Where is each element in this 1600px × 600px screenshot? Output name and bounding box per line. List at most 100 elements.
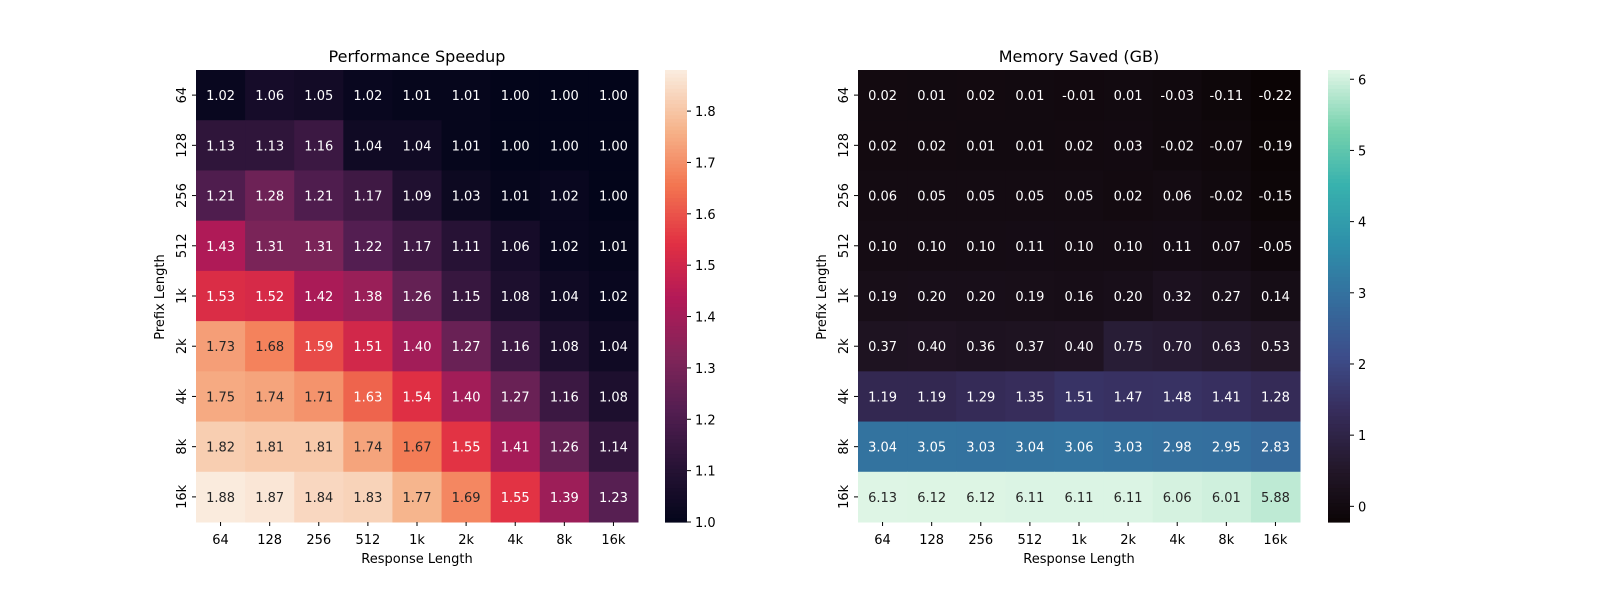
speedup-colorbar-tick-label: 1.1: [695, 465, 716, 480]
memory-cell-label: 6.06: [1163, 491, 1192, 506]
speedup-cell-label: 1.01: [599, 240, 628, 255]
speedup-colorbar-segment: [665, 149, 687, 154]
memory-colorbar-segment: [1328, 70, 1350, 75]
speedup-colorbar-segment: [665, 273, 687, 278]
memory-x-tick-label: 4k: [1169, 533, 1185, 548]
memory-colorbar-segment: [1328, 145, 1350, 150]
speedup-cell-label: 1.06: [501, 240, 530, 255]
speedup-y-tick-label: 16k: [175, 484, 190, 509]
speedup-colorbar-segment: [665, 111, 687, 116]
speedup-colorbar-segment: [665, 137, 687, 143]
memory-colorbar-segment: [1328, 277, 1350, 282]
memory-colorbar-segment: [1328, 348, 1350, 354]
memory-cell-label: 0.14: [1261, 290, 1290, 305]
speedup-cell-label: 1.17: [353, 190, 382, 205]
memory-colorbar-segment: [1328, 465, 1350, 470]
speedup-colorbar-segment: [665, 269, 687, 274]
memory-colorbar-segment: [1328, 397, 1350, 403]
speedup-cell-label: 1.02: [353, 89, 382, 104]
speedup-colorbar-segment: [665, 352, 687, 357]
memory-cell-label: -0.15: [1259, 190, 1293, 205]
speedup-cell: [588, 371, 639, 423]
memory-cell: [907, 471, 957, 523]
speedup-x-tick-label: 512: [355, 533, 380, 548]
speedup-cell-label: 1.09: [403, 190, 432, 205]
speedup-cell: [441, 371, 492, 423]
memory-cell: [1250, 120, 1301, 171]
memory-colorbar-segment: [1328, 186, 1350, 192]
speedup-colorbar-tick-label: 1.6: [695, 208, 716, 223]
memory-cell-label: 1.35: [1015, 390, 1044, 405]
speedup-cell-label: 1.00: [501, 139, 530, 154]
memory-cell-label: 2.95: [1212, 441, 1241, 456]
speedup-cell: [245, 371, 295, 423]
speedup-colorbar-segment: [665, 454, 687, 459]
memory-cell: [1250, 371, 1301, 423]
memory-cell: [1054, 220, 1105, 272]
speedup-colorbar-segment: [665, 284, 687, 290]
speedup-cell: [392, 120, 443, 171]
memory-cell: [1054, 371, 1105, 423]
speedup-cell: [441, 421, 492, 473]
memory-cell: [1250, 471, 1301, 523]
speedup-cell-label: 1.31: [304, 240, 333, 255]
speedup-cell-label: 1.16: [304, 139, 333, 154]
speedup-y-tick-label: 256: [175, 183, 190, 208]
memory-y-tick-label: 8k: [837, 438, 852, 454]
memory-cell-label: 0.02: [1114, 190, 1143, 205]
memory-cell: [1250, 421, 1301, 473]
speedup-cell: [490, 220, 541, 272]
memory-cell-label: 0.10: [1065, 240, 1094, 255]
speedup-colorbar-segment: [665, 126, 687, 131]
speedup-cell-label: 1.74: [255, 390, 284, 405]
memory-colorbar-segment: [1328, 288, 1350, 293]
speedup-cell-label: 1.04: [550, 290, 579, 305]
memory-cell: [858, 321, 908, 372]
memory-cell: [1250, 321, 1301, 372]
memory-cell-label: 0.02: [868, 139, 897, 154]
speedup-colorbar: 1.0 1.1 1.2 1.3 1.4 1.5 1.6 1.7 1.8: [665, 70, 716, 531]
memory-colorbar-segment: [1328, 284, 1350, 290]
memory-colorbar-segment: [1328, 386, 1350, 391]
memory-cell-label: 0.01: [966, 139, 995, 154]
memory-colorbar-segment: [1328, 405, 1350, 410]
speedup-colorbar-segment: [665, 333, 687, 339]
memory-cell-label: 0.03: [1114, 139, 1143, 154]
memory-cell: [1152, 371, 1203, 423]
memory-colorbar-segment: [1328, 107, 1350, 113]
memory-x-tick-label: 64: [874, 533, 891, 548]
memory-cell: [1005, 321, 1055, 372]
memory-colorbar-segment: [1328, 416, 1350, 421]
memory-cell: [956, 120, 1006, 171]
memory-cell-label: 0.02: [1065, 139, 1094, 154]
speedup-cell-label: 1.00: [599, 190, 628, 205]
memory-cell-label: 0.20: [1114, 290, 1143, 305]
speedup-cell-label: 1.00: [599, 139, 628, 154]
memory-colorbar-segment: [1328, 167, 1350, 173]
speedup-cell: [539, 220, 590, 272]
memory-cell-label: 0.11: [1163, 240, 1192, 255]
speedup-cell-label: 1.14: [599, 441, 628, 456]
memory-colorbar-segment: [1328, 435, 1350, 440]
speedup-colorbar-segment: [665, 367, 687, 372]
speedup-cell: [294, 471, 344, 523]
speedup-colorbar-segment: [665, 299, 687, 305]
speedup-colorbar-segment: [665, 427, 687, 433]
speedup-colorbar-segment: [665, 152, 687, 158]
memory-cell-label: 0.19: [868, 290, 897, 305]
memory-colorbar-segment: [1328, 130, 1350, 135]
memory-cell: [858, 270, 908, 322]
memory-cell-label: 1.51: [1065, 390, 1094, 405]
memory-colorbar-segment: [1328, 473, 1350, 478]
memory-cell: [1054, 120, 1105, 171]
speedup-colorbar-segment: [665, 254, 687, 259]
speedup-colorbar-segment: [665, 205, 687, 210]
memory-cell: [1054, 471, 1105, 523]
memory-colorbar-segment: [1328, 491, 1350, 497]
memory-colorbar-segment: [1328, 457, 1350, 463]
memory-cell: [956, 170, 1006, 222]
memory-cell-label: 2.98: [1163, 441, 1192, 456]
speedup-colorbar-segment: [665, 363, 687, 369]
speedup-title: Performance Speedup: [329, 47, 506, 66]
memory-colorbar-segment: [1328, 228, 1350, 233]
